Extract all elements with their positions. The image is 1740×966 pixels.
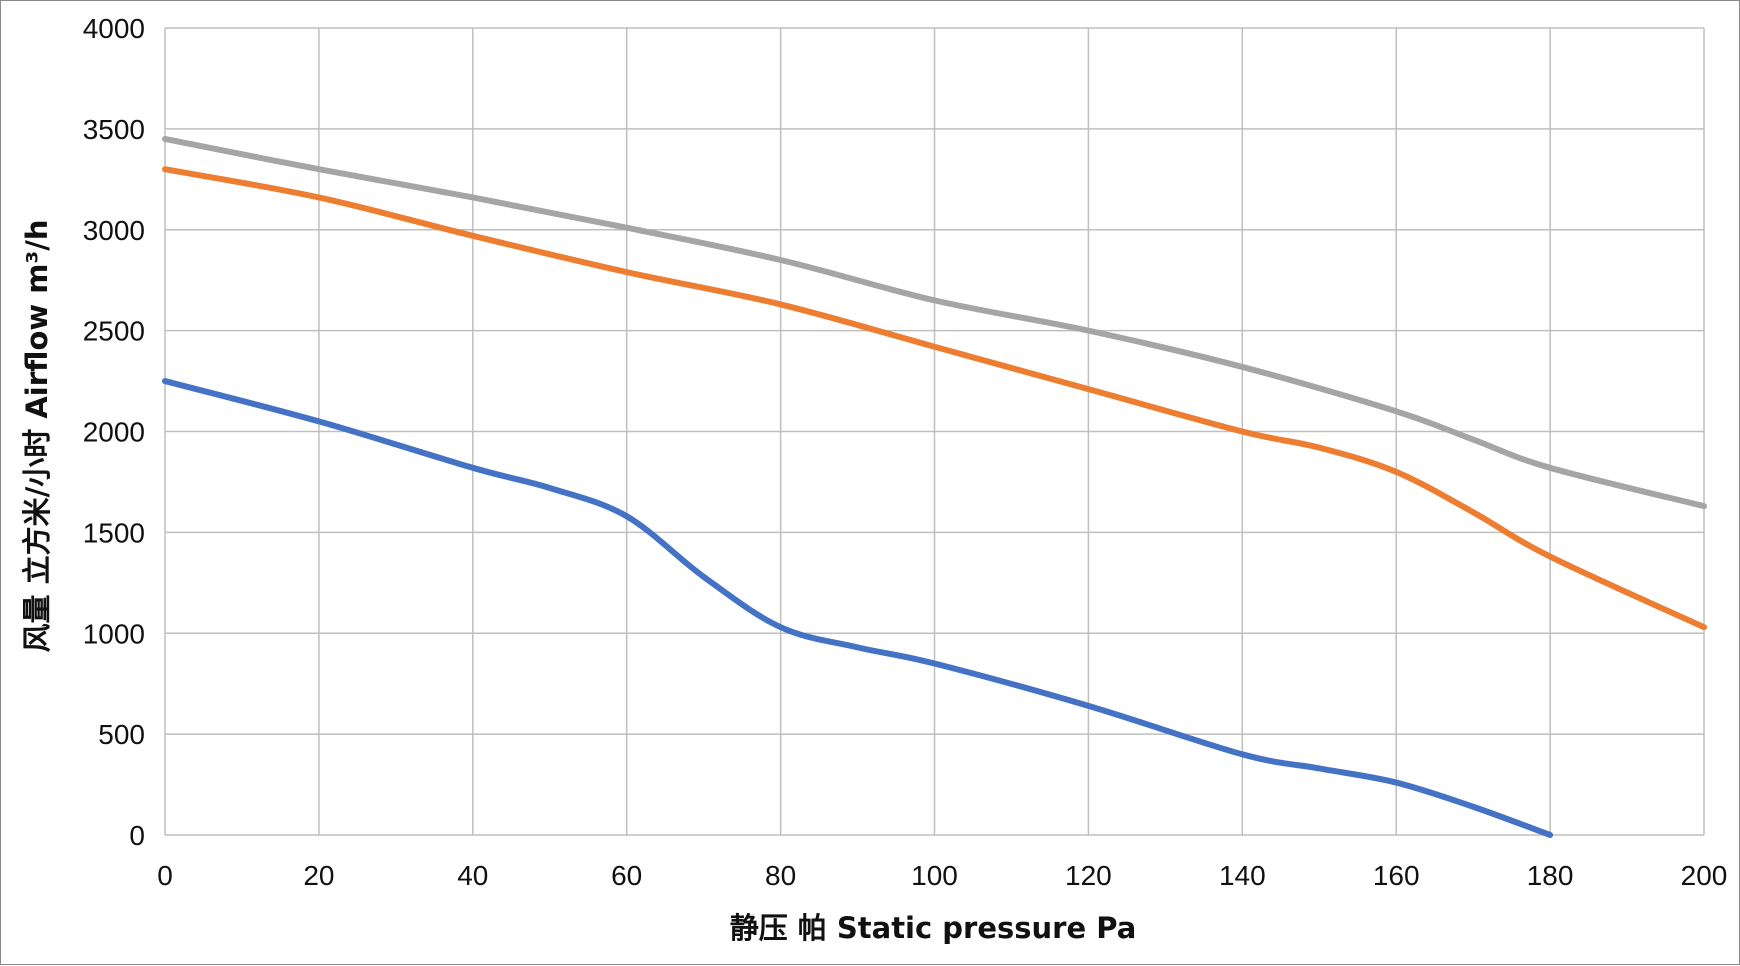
y-tick-label: 1500 <box>83 517 145 548</box>
x-tick-label: 160 <box>1373 860 1420 891</box>
x-tick-label: 60 <box>611 860 642 891</box>
y-tick-label: 0 <box>129 820 145 851</box>
y-tick-label: 500 <box>98 719 145 750</box>
grid-layer <box>164 27 1705 836</box>
x-tick-label: 140 <box>1219 860 1266 891</box>
series-layer <box>162 135 1707 838</box>
x-tick-label: 0 <box>157 860 173 891</box>
y-tick-label: 4000 <box>83 13 145 44</box>
x-tick-label: 20 <box>303 860 334 891</box>
series-line-blue <box>162 378 1554 838</box>
y-tick-label: 2000 <box>83 417 145 448</box>
x-tick-label: 200 <box>1681 860 1728 891</box>
series-line-orange <box>162 166 1707 631</box>
y-tick-label: 3500 <box>83 114 145 145</box>
y-tick-label: 1000 <box>83 618 145 649</box>
x-axis-title: 静压 帕 Static pressure Pa <box>730 911 1137 945</box>
y-tick-label: 2500 <box>83 316 145 347</box>
series-line-gray <box>162 135 1707 510</box>
x-tick-label: 80 <box>765 860 796 891</box>
x-tick-label: 180 <box>1527 860 1574 891</box>
x-tick-label: 120 <box>1065 860 1112 891</box>
y-axis-title: 风量 立方米/小时 Airflow m³/h <box>20 220 54 653</box>
tick-layer: 0 500 1000 1500 2000 2500 3000 3500 4000 0 20 40 60 8… <box>83 13 1728 891</box>
x-tick-label: 100 <box>911 860 958 891</box>
x-tick-label: 40 <box>457 860 488 891</box>
y-tick-label: 3000 <box>83 215 145 246</box>
